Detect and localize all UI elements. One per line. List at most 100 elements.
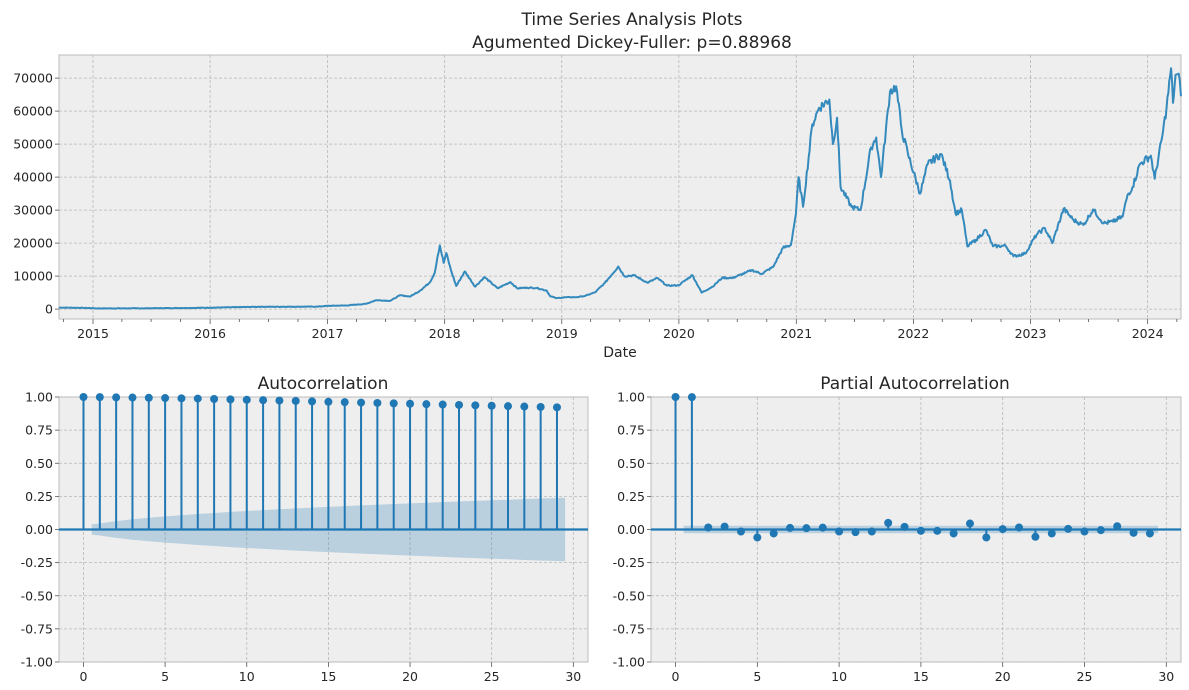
pacf-point — [1129, 528, 1138, 537]
price-x-tick-label: 2024 — [1132, 326, 1164, 341]
pacf-x-tick-label: 15 — [913, 669, 929, 684]
pacf-point — [1047, 529, 1056, 538]
pacf-x-tick-label: 20 — [995, 669, 1011, 684]
price-x-axis-label: Date — [603, 345, 636, 361]
pacf-point — [867, 527, 876, 536]
pacf-point — [998, 525, 1007, 534]
pacf-series — [651, 393, 1181, 542]
price-y-tick-label: 10000 — [13, 269, 53, 284]
pacf-point — [1064, 524, 1073, 533]
acf-y-tick-label: -1.00 — [21, 655, 53, 670]
pacf-y-tick-label: 0.25 — [617, 489, 645, 504]
pacf-point — [900, 522, 909, 531]
pacf-point — [802, 524, 811, 533]
acf-point — [79, 393, 88, 401]
acf-x-tick-label: 0 — [80, 669, 88, 684]
acf-point — [226, 395, 235, 404]
acf-y-tick-label: -0.75 — [21, 621, 53, 636]
pacf-point — [720, 522, 729, 531]
acf-point — [291, 396, 300, 405]
acf-point — [422, 400, 431, 409]
pacf-y-tick-label: -1.00 — [613, 655, 645, 670]
acf-point — [193, 394, 202, 403]
acf-x-tick-label: 20 — [402, 669, 418, 684]
acf-point — [357, 398, 366, 407]
price-line — [58, 67, 1182, 310]
pacf-point — [1113, 522, 1122, 531]
acf-x-tick-label: 15 — [320, 669, 336, 684]
price-y-tick-label: 20000 — [13, 236, 53, 251]
acf-point — [438, 400, 447, 409]
acf-y-tick-label: 1.00 — [25, 390, 53, 405]
price-y-tick-label: 50000 — [13, 137, 53, 152]
acf-x-ticks: 0 5 10 15 20 25 30 — [80, 662, 581, 684]
acf-y-ticks: -1.00 -0.75 -0.50 -0.25 0.00 0.25 0.50 0.75 1.00 — [21, 390, 59, 670]
acf-point — [210, 394, 219, 403]
price-y-tick-label: 0 — [45, 302, 53, 317]
pacf-point — [736, 527, 745, 536]
pacf-y-tick-label: -0.50 — [613, 588, 645, 603]
acf-x-tick-label: 5 — [161, 669, 169, 684]
pacf-point — [949, 529, 958, 538]
acf-chart-title: Autocorrelation — [258, 374, 389, 394]
pacf-x-tick-label: 25 — [1077, 669, 1093, 684]
pacf-point — [671, 393, 680, 401]
acf-x-tick-label: 10 — [239, 669, 255, 684]
pacf-y-tick-label: -0.25 — [613, 555, 645, 570]
acf-point — [161, 394, 170, 403]
pacf-point — [851, 528, 860, 537]
price-y-ticks: 0 10000 20000 30000 40000 50000 60000 70000 — [13, 71, 59, 317]
acf-point — [144, 393, 153, 402]
price-x-tick-label: 2020 — [663, 326, 695, 341]
acf-y-tick-label: 0.00 — [25, 522, 53, 537]
pacf-point — [687, 393, 696, 402]
acf-point — [340, 398, 349, 407]
pacf-point — [753, 533, 762, 542]
acf-point — [259, 396, 268, 405]
pacf-point — [818, 523, 827, 532]
acf-point — [455, 400, 464, 409]
price-x-ticks: 2015 2016 2017 2018 2019 2020 2021 2022 2023 2024 — [63, 319, 1178, 341]
acf-point — [177, 394, 186, 403]
pacf-y-ticks: -1.00 -0.75 -0.50 -0.25 0.00 0.25 0.50 0.75 1.00 — [613, 390, 651, 670]
acf-point — [406, 399, 415, 408]
acf-y-tick-label: 0.25 — [25, 489, 53, 504]
price-x-tick-label: 2019 — [546, 326, 578, 341]
acf-y-tick-label: 0.75 — [25, 423, 53, 438]
pacf-point — [1145, 529, 1154, 538]
acf-point — [95, 393, 104, 402]
acf-point — [128, 393, 137, 402]
price-chart-title: Time Series Analysis Plots — [520, 10, 742, 30]
price-y-tick-label: 30000 — [13, 203, 53, 218]
pacf-x-tick-label: 10 — [831, 669, 847, 684]
pacf-point — [786, 523, 795, 532]
price-x-tick-label: 2016 — [194, 326, 226, 341]
acf-point — [324, 397, 333, 406]
pacf-point — [933, 526, 942, 535]
acf-point — [389, 399, 398, 408]
pacf-x-ticks: 0 5 10 15 20 25 30 — [672, 662, 1174, 684]
price-chart: Time Series Analysis Plots Agumented Dic… — [13, 10, 1182, 361]
price-x-tick-label: 2017 — [312, 326, 344, 341]
pacf-point — [835, 527, 844, 536]
pacf-point — [1031, 532, 1040, 541]
pacf-x-tick-label: 30 — [1158, 669, 1174, 684]
price-series — [58, 67, 1182, 310]
price-y-tick-label: 60000 — [13, 104, 53, 119]
acf-y-tick-label: 0.50 — [25, 456, 53, 471]
acf-chart: Autocorrelation 0 5 10 15 20 25 30 -1.00-0.75-… — [21, 374, 589, 684]
acf-point — [373, 398, 382, 407]
pacf-chart-title: Partial Autocorrelation — [820, 374, 1010, 394]
acf-point — [308, 397, 317, 406]
price-x-tick-label: 2018 — [429, 326, 461, 341]
price-grid — [59, 55, 1181, 319]
pacf-point — [916, 526, 925, 535]
pacf-y-tick-label: 0.50 — [617, 456, 645, 471]
price-plot-area — [58, 54, 1182, 320]
acf-x-tick-label: 30 — [565, 669, 581, 684]
pacf-point — [982, 533, 991, 542]
pacf-point — [704, 523, 713, 532]
pacf-y-tick-label: -0.75 — [613, 621, 645, 636]
acf-y-tick-label: -0.25 — [21, 555, 53, 570]
